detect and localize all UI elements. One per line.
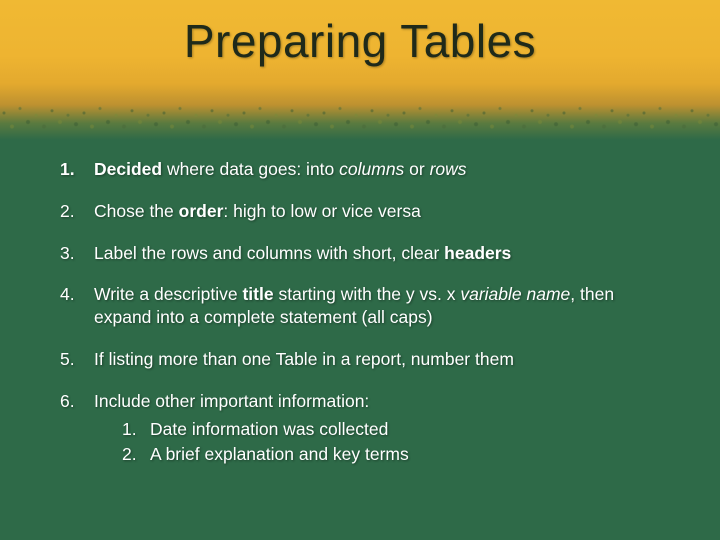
slide-title: Preparing Tables <box>0 14 720 68</box>
list-item: Decided where data goes: into columns or… <box>60 158 675 181</box>
slide: Preparing Tables Decided where data goes… <box>0 0 720 540</box>
text: Include other important information: <box>94 391 369 411</box>
text: Chose the <box>94 201 179 221</box>
text: A brief explanation and key terms <box>150 444 409 464</box>
text: If listing more than one Table in a repo… <box>94 349 514 369</box>
list-item: Write a descriptive title starting with … <box>60 283 675 329</box>
list-item: Label the rows and columns with short, c… <box>60 242 675 265</box>
text-italic: columns <box>339 159 404 179</box>
text: where data goes: into <box>162 159 339 179</box>
text: Date information was collected <box>150 419 388 439</box>
text: : high to low or vice versa <box>223 201 420 221</box>
text-italic: variable name <box>460 284 570 304</box>
list-item: Include other important information: Dat… <box>60 390 675 466</box>
text-bold: order <box>179 201 224 221</box>
text-bold: Decided <box>94 159 162 179</box>
text-bold: headers <box>444 243 511 263</box>
text: Write a descriptive <box>94 284 242 304</box>
text-bold: title <box>242 284 273 304</box>
list-item: Chose the order: high to low or vice ver… <box>60 200 675 223</box>
sub-list-item: Date information was collected <box>122 418 675 441</box>
sub-list: Date information was collected A brief e… <box>122 418 675 466</box>
text-italic: rows <box>430 159 467 179</box>
text: Label the rows and columns with short, c… <box>94 243 444 263</box>
list-item: If listing more than one Table in a repo… <box>60 348 675 371</box>
main-list: Decided where data goes: into columns or… <box>60 158 675 466</box>
slide-content: Decided where data goes: into columns or… <box>60 158 675 485</box>
text: or <box>404 159 429 179</box>
text: starting with the y vs. x <box>274 284 461 304</box>
sub-list-item: A brief explanation and key terms <box>122 443 675 466</box>
